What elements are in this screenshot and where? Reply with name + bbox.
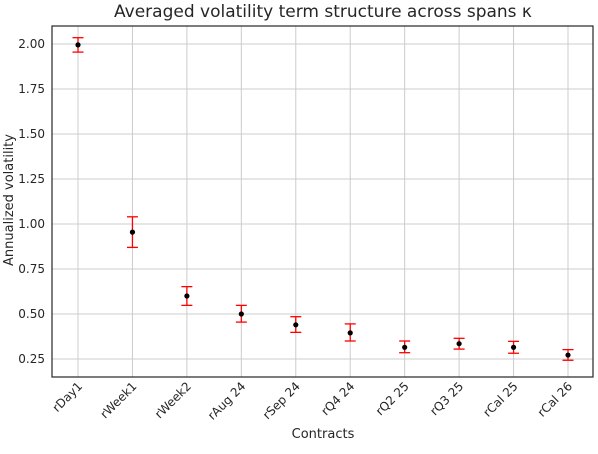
y-tick-label: 2.00	[18, 37, 45, 51]
x-tick-labels: rDay1 rWeek1 rWeek2 rAug 24 rSep 24 rQ4 24 rQ2…	[50, 379, 576, 422]
y-tick-label: 0.50	[18, 307, 45, 321]
x-tick-label: rWeek1	[98, 379, 140, 421]
x-tick-label: rWeek2	[152, 379, 194, 421]
chart-title: Averaged volatility term structure acros…	[114, 2, 532, 22]
x-tick-label: rQ2 25	[373, 379, 412, 418]
x-tick-label: rAug 24	[205, 379, 248, 422]
x-tick-label: rDay1	[50, 379, 86, 415]
data-point	[238, 311, 244, 317]
x-tick-label: rSep 24	[260, 379, 303, 422]
x-tick-label: rCal 25	[480, 379, 520, 419]
y-tick-label: 0.25	[18, 352, 45, 366]
y-tick-label: 1.50	[18, 127, 45, 141]
y-tick-label: 0.75	[18, 262, 45, 276]
data-point	[402, 344, 408, 350]
x-tick-label: rCal 26	[535, 379, 575, 419]
data-point	[75, 42, 81, 48]
x-axis-label: Contracts	[292, 427, 355, 442]
grid-lines	[52, 26, 593, 377]
data-point	[129, 229, 136, 235]
plot-frame	[51, 25, 594, 378]
x-tick-label: rQ4 24	[318, 379, 357, 418]
x-tick-label: rQ3 25	[427, 379, 466, 418]
data-point	[565, 352, 571, 358]
data-point	[347, 330, 353, 336]
data-point	[184, 293, 190, 299]
y-axis-label: Annualized volatility	[2, 134, 17, 266]
y-tick-label: 1.75	[18, 82, 45, 96]
y-tick-label: 1.25	[18, 172, 45, 186]
error-bars	[72, 37, 574, 361]
data-point	[293, 322, 299, 328]
y-tick-labels: 0.25 0.50 0.75 1.00 1.25 1.50 1.75 2.00	[18, 37, 45, 366]
data-point	[456, 341, 462, 347]
data-point	[510, 344, 517, 350]
data-points	[75, 42, 571, 358]
y-tick-label: 1.00	[18, 217, 45, 231]
